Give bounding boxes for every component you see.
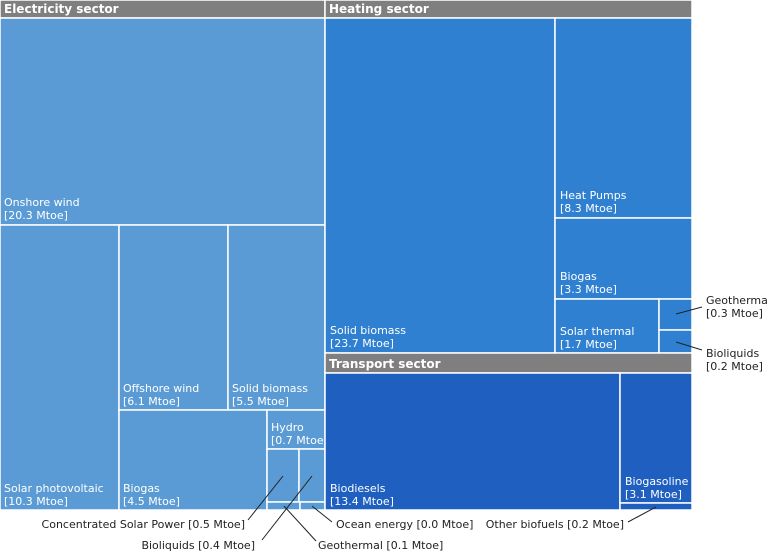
heat-bioliquids-cell [658,329,693,354]
solar-pv-label: Solar photovoltaic [4,482,104,495]
heat-pumps-cell [554,17,693,219]
heat-geothermal-callout-label: Geothermal [706,294,768,307]
biogasoline-cell [619,372,693,504]
elec-geothermal-callout: Geothermal [0.1 Mtoe] [318,539,443,552]
other-biofuels-leader [627,506,657,523]
elec-geothermal-cell [266,501,301,511]
offshore-wind-label: Offshore wind [123,382,199,395]
onshore-wind-cell [0,17,326,226]
biodiesels-label: Biodiesels [330,482,386,495]
onshore-wind-value: [20.3 Mtoe] [4,209,68,222]
solar-thermal-value: [1.7 Mtoe] [560,338,617,351]
ocean-energy-callout: Ocean energy [0.0 Mtoe] [336,518,473,531]
csp-callout: Concentrated Solar Power [0.5 Mtoe] [42,518,245,531]
biogasoline-value: [3.1 Mtoe] [625,488,682,501]
csp-cell [266,448,300,503]
solar-thermal-cell [554,298,660,354]
solar-thermal-label: Solar thermal [560,325,634,338]
elec-biogas-value: [4.5 Mtoe] [123,495,180,508]
heat-biogas-cell [554,217,693,300]
offshore-wind-value: [6.1 Mtoe] [123,395,180,408]
other-biofuels-cell [619,502,693,511]
elec-bioliquids-callout: Bioliquids [0.4 Mtoe] [141,539,255,552]
elec-bioliquids-leader [261,475,313,541]
elec-bioliquids-cell [298,448,326,503]
heat-solid-biomass-value: [23.7 Mtoe] [330,337,394,350]
electricity-sector-header-title: Electricity sector [4,2,119,16]
heat-pumps-value: [8.3 Mtoe] [560,202,617,215]
solar-pv-value: [10.3 Mtoe] [4,495,68,508]
heat-biogas-value: [3.3 Mtoe] [560,283,617,296]
solar-pv-cell [0,224,120,511]
hydro-cell [266,409,326,450]
heat-bioliquids-callout-label: Bioliquids [706,347,759,360]
onshore-wind-label: Onshore wind [4,196,80,209]
elec-biogas-cell [118,409,268,511]
biodiesels-value: [13.4 Mtoe] [330,495,394,508]
hydro-label: Hydro [271,421,304,434]
csp-leader [247,475,284,521]
heat-pumps-label: Heat Pumps [560,189,627,202]
heat-geothermal-cell [658,298,693,331]
heat-bioliquids-leader [675,341,703,351]
elec-solid-biomass-value: [5.5 Mtoe] [232,395,289,408]
hydro-value: [0.7 Mtoe] [271,434,328,447]
heat-bioliquids-callout-value: [0.2 Mtoe] [706,360,763,373]
ocean-energy-leader [311,505,333,523]
biogasoline-label: Biogasoline [625,475,689,488]
transport-sector-header-title: Transport sector [329,357,441,371]
offshore-wind-cell [118,224,229,411]
heating-sector-header-title: Heating sector [329,2,429,16]
heat-geothermal-callout-value: [0.3 Mtoe] [706,307,763,320]
heat-solid-biomass-cell [324,17,556,354]
elec-solid-biomass-label: Solid biomass [232,382,308,395]
heat-solid-biomass-label: Solid biomass [330,324,406,337]
biodiesels-cell [324,372,621,511]
elec-geothermal-leader [283,505,317,542]
heat-geothermal-leader [675,306,703,315]
elec-biogas-label: Biogas [123,482,160,495]
heat-biogas-label: Biogas [560,270,597,283]
other-biofuels-callout: Other biofuels [0.2 Mtoe] [486,518,624,531]
